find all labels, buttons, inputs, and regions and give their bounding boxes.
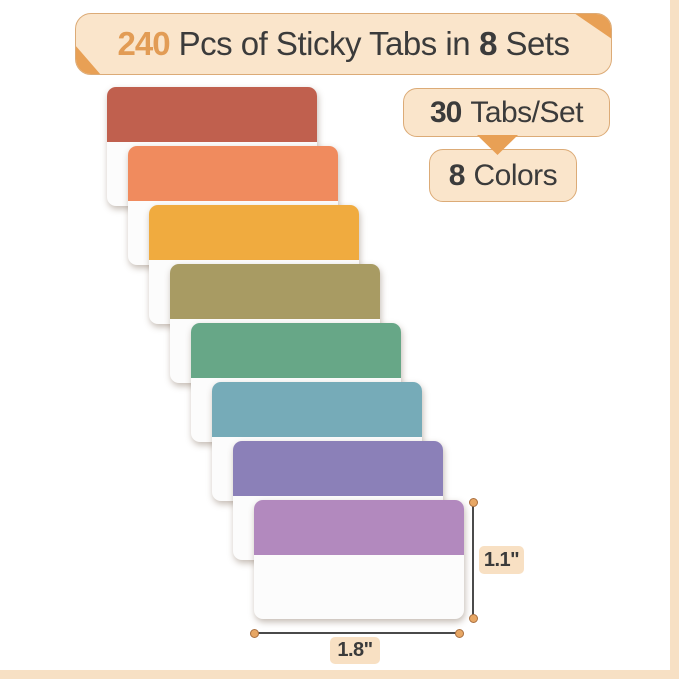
ribbon-fold-icon [76,45,101,74]
dimension-dot [469,498,478,507]
sticky-tab-color-band [233,441,443,496]
tabs-per-set-count: 30 [429,95,462,129]
sticky-tab-color-band [254,500,464,555]
sticky-tab-orchid [254,500,464,619]
color-count: 8 [448,158,466,192]
dimension-dot [469,614,478,623]
tabs-per-set-label: Tabs/Set [470,95,584,129]
dimension-dot [455,629,464,638]
banner-color-count: 8 Colors [429,149,577,202]
width-dimension-badge: 1.8" [330,637,380,664]
banner-text-mid: Pcs of Sticky Tabs in [178,25,471,62]
sticky-tab-color-band [170,264,380,319]
banner-text-end: Sets [505,25,570,62]
background-strip-right [670,0,679,679]
dimension-dot [250,629,259,638]
color-count-label: Colors [473,158,558,192]
width-dimension-line [254,632,459,634]
sticky-tab-color-band [212,382,422,437]
banner-tabs-per-set: 30 Tabs/Set [403,88,610,137]
banner-total-count-text: 240 Pcs of Sticky Tabs in 8 Sets [118,25,570,63]
banner-tabs-per-set-text: 30 Tabs/Set [429,95,584,130]
sticky-tab-color-band [149,205,359,260]
sets-count: 8 [479,25,497,62]
height-dimension-badge: 1.1" [479,546,524,574]
height-dimension-line [472,502,474,618]
banner-color-count-text: 8 Colors [448,158,558,193]
banner-total-count: 240 Pcs of Sticky Tabs in 8 Sets [75,13,612,75]
ribbon-fold-icon [574,14,611,39]
pcs-count: 240 [117,25,171,62]
background-strip-bottom [0,670,679,679]
sticky-tab-color-band [128,146,338,201]
sticky-tab-color-band [107,87,317,142]
sticky-tab-color-band [191,323,401,378]
